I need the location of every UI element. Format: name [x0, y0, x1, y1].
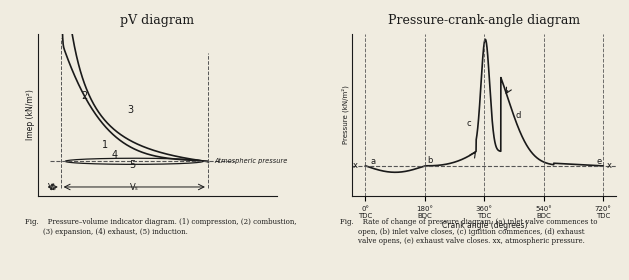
Text: 4: 4	[111, 150, 118, 160]
Text: Fig.    Rate of change of pressure diagram. (a) inlet valve commences to
       : Fig. Rate of change of pressure diagram.…	[340, 218, 597, 245]
Text: Atmospheric pressure: Atmospheric pressure	[214, 158, 288, 164]
Text: c: c	[466, 118, 470, 128]
Text: x: x	[353, 161, 358, 170]
Y-axis label: Pressure (kN/m²): Pressure (kN/m²)	[342, 85, 350, 144]
Text: 1: 1	[102, 140, 108, 150]
Text: e: e	[596, 157, 602, 166]
Text: 3: 3	[127, 105, 133, 115]
Text: Fig.    Pressure–volume indicator diagram. (1) compression, (2) combustion,
    : Fig. Pressure–volume indicator diagram. …	[25, 218, 297, 235]
Y-axis label: Imep (kN/m²): Imep (kN/m²)	[26, 89, 35, 140]
Text: Vₑ: Vₑ	[48, 183, 57, 192]
X-axis label: Crank angle (degrees): Crank angle (degrees)	[442, 221, 527, 230]
Text: 2: 2	[81, 91, 87, 101]
Text: x: x	[606, 161, 611, 170]
Text: d: d	[516, 111, 521, 120]
Text: a: a	[370, 157, 376, 166]
Text: Vₛ: Vₛ	[130, 183, 139, 192]
Text: 5: 5	[130, 160, 136, 170]
Text: pV diagram: pV diagram	[120, 14, 194, 27]
Text: b: b	[428, 156, 433, 165]
Text: Pressure-crank-angle diagram: Pressure-crank-angle diagram	[388, 14, 581, 27]
